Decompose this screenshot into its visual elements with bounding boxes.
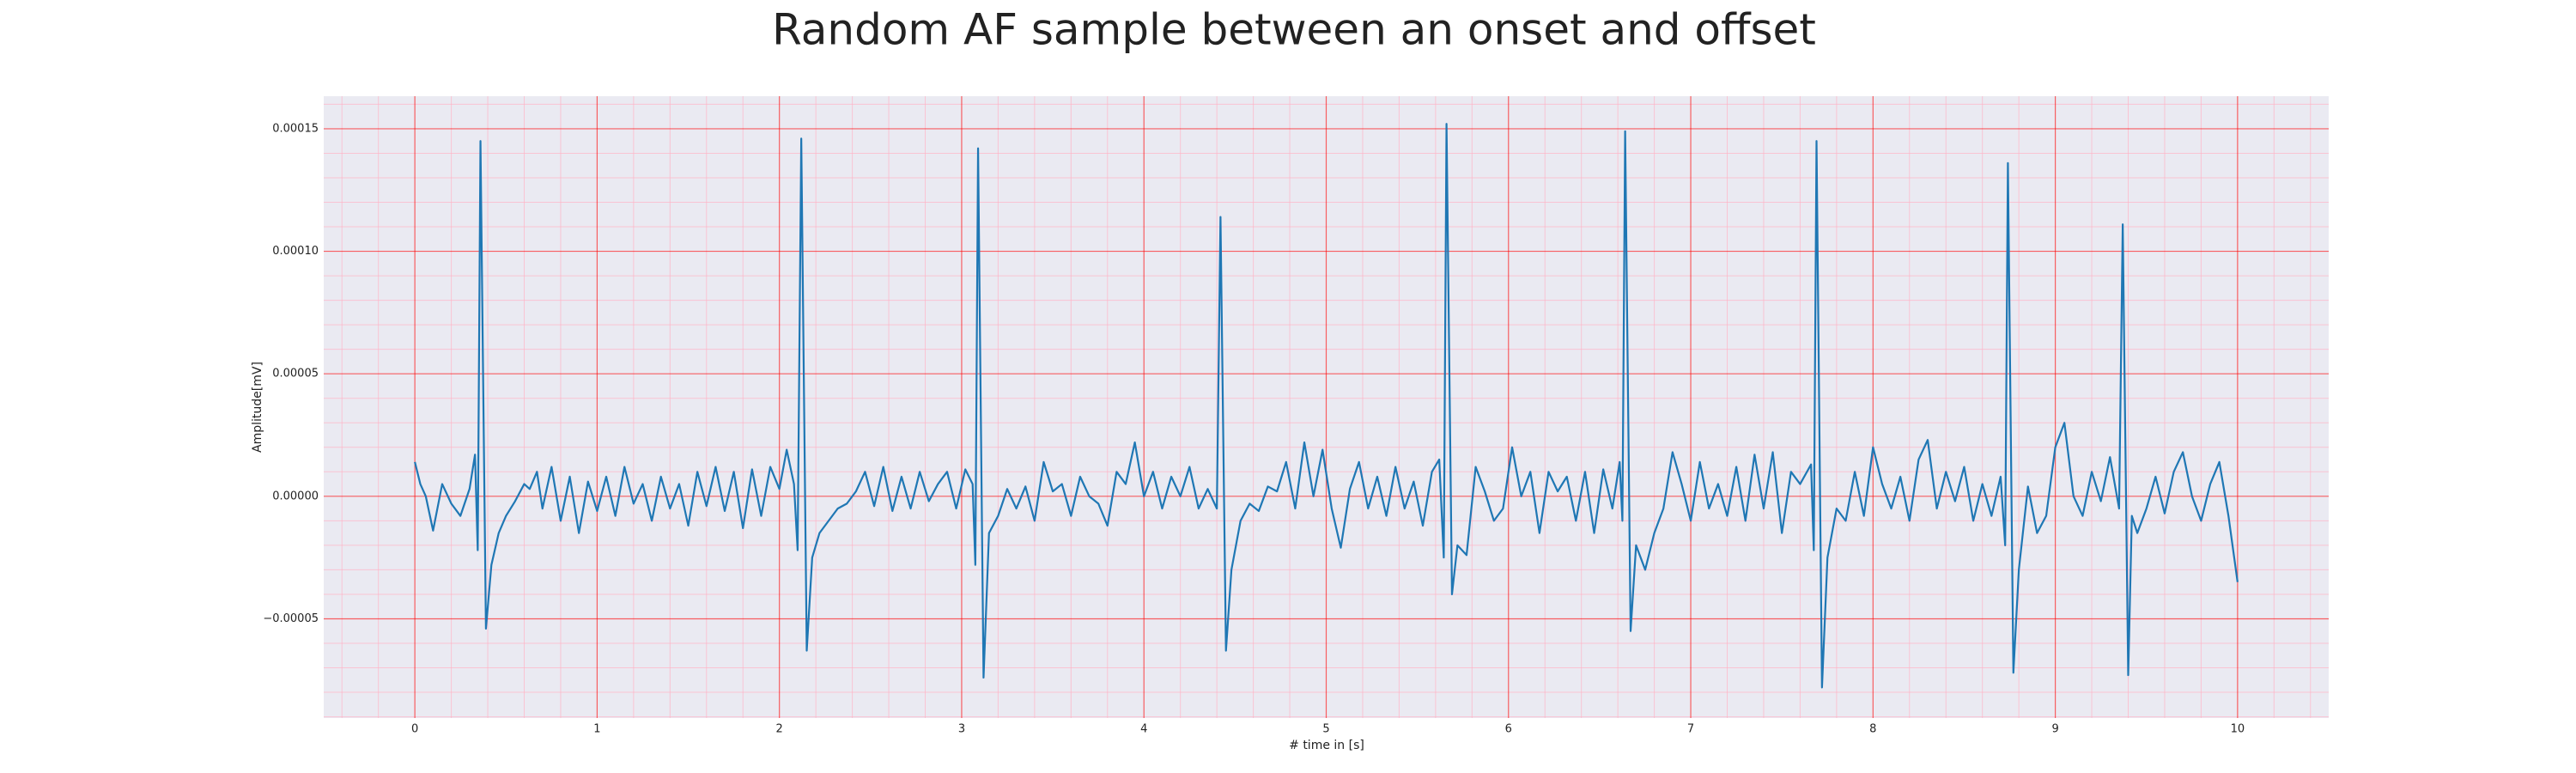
x-tick-label: 4	[1140, 723, 1147, 736]
y-tick-label: 0.00000	[272, 490, 319, 502]
x-tick-label: 7	[1687, 723, 1694, 736]
chart-title: Random AF sample between an onset and of…	[772, 5, 1816, 55]
x-axis-label: # time in [s]	[1289, 739, 1364, 752]
y-tick-label: 0.00015	[272, 122, 319, 135]
x-tick-label: 3	[958, 723, 965, 736]
y-tick-label: 0.00010	[272, 245, 319, 258]
x-tick-label: 5	[1322, 723, 1329, 736]
x-tick-label: 6	[1505, 723, 1512, 736]
y-axis-label: Amplitude[mV]	[251, 362, 264, 453]
signal-line	[414, 123, 2239, 689]
x-tick-label: 2	[776, 723, 783, 736]
y-tick-label: 0.00005	[272, 368, 319, 380]
y-tick-label: −0.00005	[263, 612, 319, 625]
x-tick-label: 0	[411, 723, 418, 736]
x-tick-label: 1	[593, 723, 600, 736]
x-tick-label: 10	[2231, 723, 2245, 736]
x-tick-label: 9	[2051, 723, 2058, 736]
x-tick-label: 8	[1869, 723, 1876, 736]
